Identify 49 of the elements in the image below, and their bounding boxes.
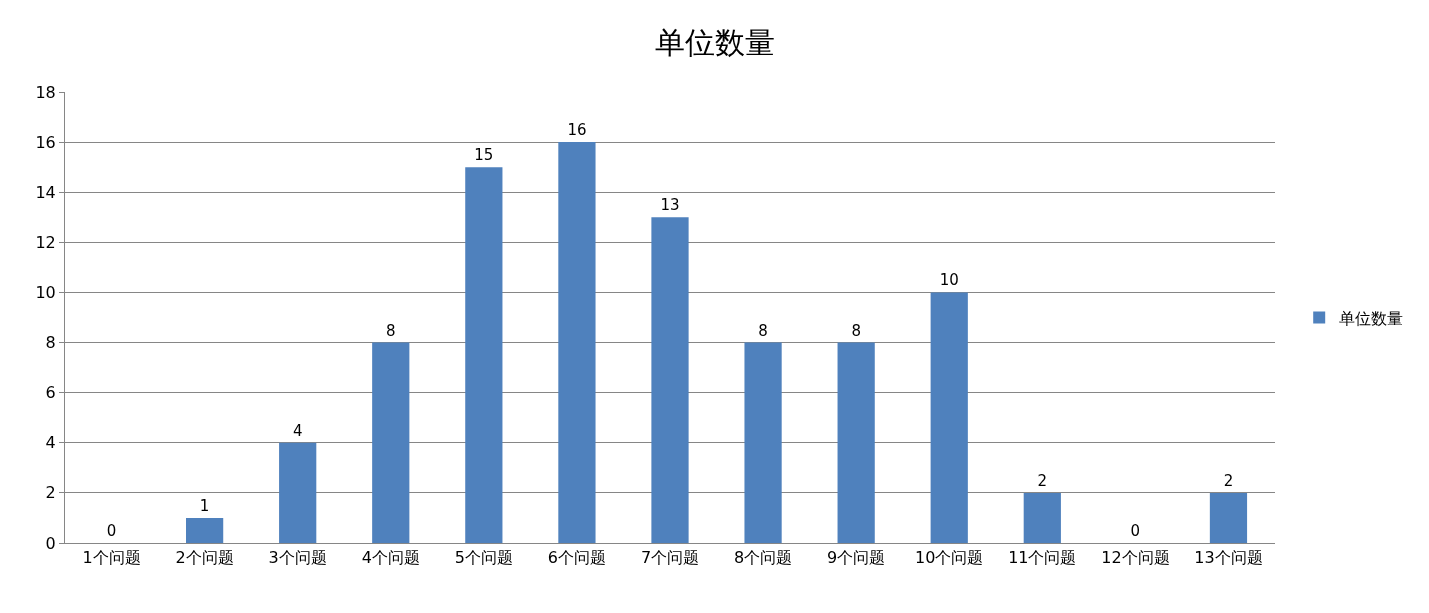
data-label: 2 bbox=[1223, 471, 1234, 490]
data-label: 1 bbox=[199, 496, 210, 515]
y-tick-label: 12 bbox=[35, 232, 56, 252]
bar bbox=[465, 167, 503, 543]
y-tick-label: 14 bbox=[35, 182, 56, 202]
legend-label: 单位数量 bbox=[1339, 308, 1404, 328]
y-tick-label: 4 bbox=[45, 433, 56, 453]
x-tick-label: 11个问题 bbox=[1008, 548, 1077, 568]
x-tick-label: 7个问题 bbox=[640, 548, 700, 568]
y-tick-label: 6 bbox=[45, 383, 56, 403]
y-tick-label: 10 bbox=[35, 283, 56, 303]
data-label: 8 bbox=[758, 321, 768, 340]
data-label: 0 bbox=[1130, 522, 1141, 540]
data-label: 13 bbox=[660, 196, 680, 215]
data-label: 0 bbox=[106, 522, 117, 540]
bar bbox=[1023, 492, 1061, 543]
data-label: 16 bbox=[567, 121, 587, 140]
x-tick-label: 4个问题 bbox=[361, 548, 420, 568]
bar bbox=[372, 342, 410, 543]
x-tick-label: 9个问题 bbox=[827, 548, 886, 568]
bar bbox=[744, 342, 782, 543]
data-label: 15 bbox=[474, 146, 494, 165]
bar bbox=[837, 342, 875, 543]
data-label: 2 bbox=[1037, 471, 1048, 490]
x-tick-label: 3个问题 bbox=[268, 548, 327, 568]
data-label: 10 bbox=[939, 271, 959, 290]
x-tick-label: 6个问题 bbox=[547, 548, 607, 568]
bar bbox=[279, 442, 317, 543]
x-tick-label: 5个问题 bbox=[454, 548, 513, 568]
y-tick-label: 8 bbox=[45, 333, 56, 353]
data-label: 8 bbox=[385, 321, 396, 340]
x-tick-label: 8个问题 bbox=[733, 548, 793, 568]
x-tick-label: 13个问题 bbox=[1194, 548, 1263, 568]
y-tick-label: 18 bbox=[35, 82, 56, 102]
x-tick-label: 10个问题 bbox=[915, 548, 984, 568]
y-tick-label: 2 bbox=[45, 483, 56, 503]
x-tick-label: 1个问题 bbox=[82, 548, 141, 568]
bar bbox=[1209, 492, 1248, 543]
x-tick-label: 12个问题 bbox=[1101, 548, 1170, 568]
y-tick-label: 16 bbox=[35, 132, 56, 152]
data-label: 8 bbox=[851, 321, 861, 340]
chart-title: 单位数量 bbox=[654, 25, 775, 61]
x-tick-label: 2个问题 bbox=[175, 548, 234, 568]
y-tick-label: 0 bbox=[45, 533, 56, 553]
data-label: 4 bbox=[292, 421, 303, 440]
bar bbox=[558, 142, 596, 543]
bar bbox=[651, 217, 689, 543]
bar bbox=[930, 292, 968, 543]
bar bbox=[186, 517, 224, 543]
